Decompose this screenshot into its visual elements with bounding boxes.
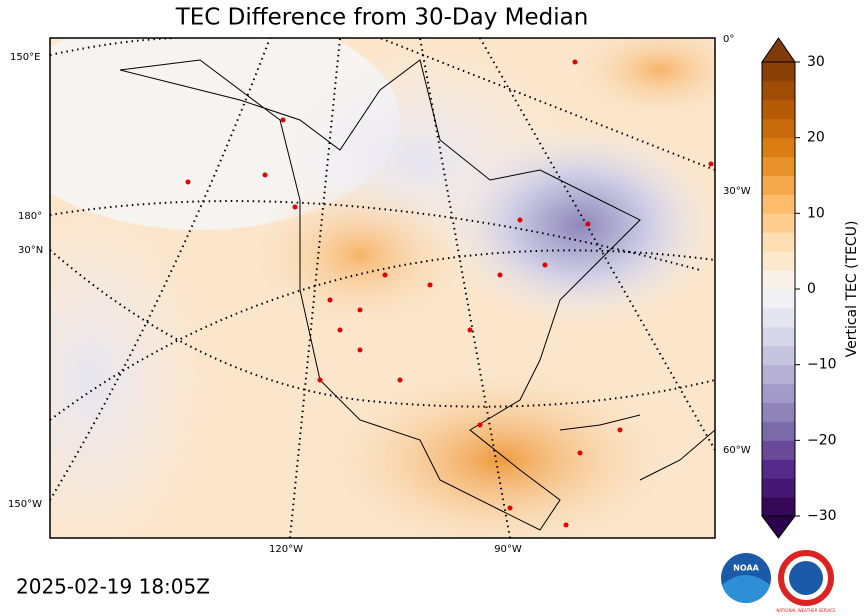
colorbar-band <box>762 459 795 479</box>
timestamp: 2025-02-19 18:05Z <box>16 575 210 599</box>
graticule-label: 150°W <box>8 499 42 510</box>
colorbar-band <box>762 213 795 233</box>
noaa-logo-wave <box>722 575 770 603</box>
field <box>250 180 470 330</box>
colorbar-tick-label: 10 <box>807 205 825 221</box>
graticule <box>50 38 715 538</box>
coastline <box>559 414 715 481</box>
colorbar-tick-label: 0 <box>807 281 816 297</box>
colorbar-band <box>762 289 795 309</box>
colorbar-band <box>762 440 795 460</box>
logo-text: NATIONAL WEATHER SERVICE <box>776 608 836 613</box>
coastline <box>119 59 641 531</box>
colorbar-tick-label: 20 <box>807 130 825 146</box>
colorbar-band <box>762 402 795 422</box>
colorbar-band <box>762 364 795 385</box>
graticule-label: 30°W <box>723 186 751 197</box>
graticule-label: 120°W <box>269 544 303 555</box>
colorbar-extend-bottom <box>761 515 796 539</box>
graticule-label: 0° <box>723 34 734 45</box>
map-frame <box>49 37 716 539</box>
colorbar-band <box>762 345 795 366</box>
colorbar-band <box>762 307 795 328</box>
colorbar-band <box>762 326 795 347</box>
colorbar-band <box>762 270 795 290</box>
colorbar-extend-top <box>761 37 796 63</box>
colorbar-tick-label: −30 <box>807 508 837 524</box>
colorbar-tick-label: −10 <box>807 357 837 373</box>
colorbar-label: Vertical TEC (TECU) <box>844 221 860 358</box>
field <box>440 125 715 325</box>
graticule-label: 30°N <box>18 245 43 256</box>
colorbar-tick-label: −20 <box>807 432 837 448</box>
logos: NOAA NATIONAL WEATHER SERVICE <box>721 550 836 613</box>
colorbar-band <box>762 421 795 441</box>
colorbar-band <box>762 497 795 517</box>
graticule-label: 150°E <box>10 52 40 63</box>
field <box>330 370 670 538</box>
colorbar-band <box>762 478 795 498</box>
colorbar-band <box>762 175 795 195</box>
colorbar-band <box>762 80 795 101</box>
title: TEC Difference from 30-Day Median <box>175 5 589 31</box>
graticule-label: 90°W <box>494 544 522 555</box>
colorbar-band <box>762 383 795 403</box>
field <box>570 38 715 120</box>
graticule-label: 60°W <box>723 445 751 456</box>
colorbar-band <box>762 99 795 120</box>
colorbar-band <box>762 137 795 158</box>
map <box>50 38 715 538</box>
colorbar-band <box>762 118 795 139</box>
colorbar-band <box>762 156 795 176</box>
colorbar: 30 20 10 0 −10 −20 −30 <box>761 37 837 539</box>
colorbar-band <box>762 62 795 82</box>
colorbar-band <box>762 194 795 214</box>
colorbar-band <box>762 232 795 252</box>
colorbar-tick-label: 30 <box>807 54 825 70</box>
graticule-label: 180° <box>18 211 42 222</box>
logo-text: NOAA <box>733 564 759 573</box>
stations <box>185 59 714 528</box>
colorbar-band <box>762 251 795 271</box>
nws-logo-center <box>789 561 823 595</box>
